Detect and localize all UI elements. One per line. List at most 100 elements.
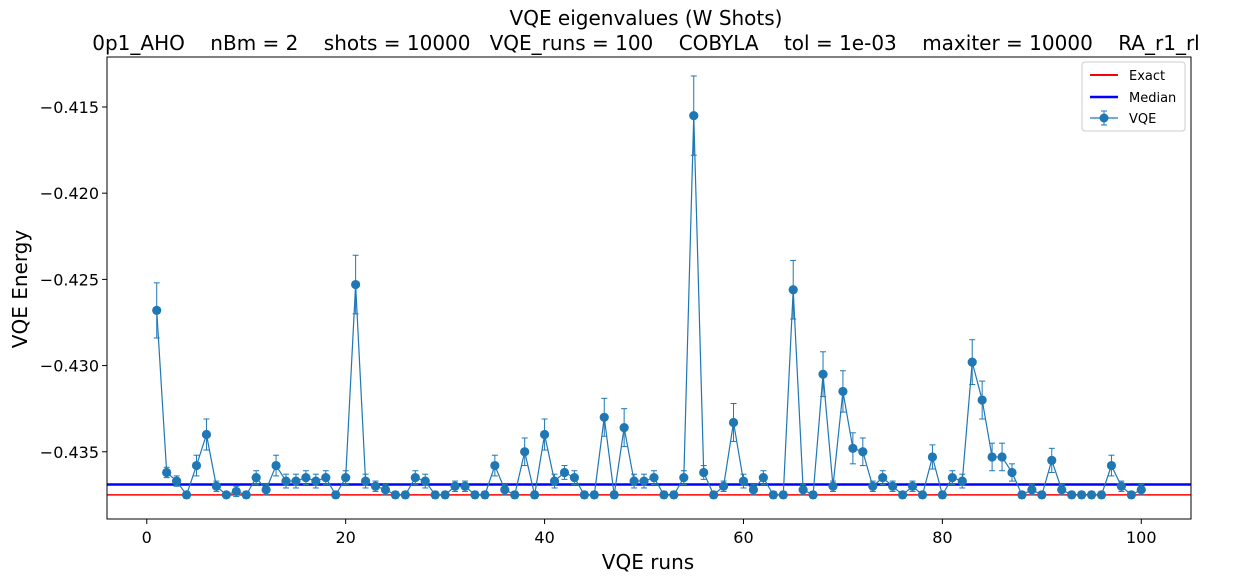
data-point	[1047, 455, 1057, 465]
data-point	[341, 473, 351, 483]
data-point	[619, 423, 629, 433]
x-tick-label: 0	[142, 528, 152, 547]
data-point	[1096, 490, 1107, 500]
data-point	[311, 476, 321, 486]
data-point	[798, 485, 808, 495]
data-point	[390, 490, 401, 500]
data-point	[858, 447, 868, 457]
data-point	[251, 473, 261, 483]
data-point	[878, 473, 888, 483]
data-point	[818, 369, 828, 379]
data-point	[987, 452, 997, 462]
data-point	[291, 476, 301, 486]
data-point	[530, 490, 540, 500]
data-point	[500, 485, 510, 495]
data-point	[351, 279, 361, 290]
y-tick-label: −0.415	[40, 98, 99, 117]
data-point	[888, 481, 898, 491]
data-point	[539, 429, 550, 440]
data-point	[937, 490, 947, 500]
data-point	[828, 481, 838, 491]
data-point	[778, 490, 788, 500]
data-point	[838, 386, 848, 397]
data-point	[450, 481, 460, 491]
data-point	[1077, 490, 1087, 500]
data-point	[380, 485, 391, 495]
data-point	[977, 395, 987, 405]
data-point	[460, 481, 470, 491]
data-point	[1057, 485, 1067, 495]
data-point	[947, 473, 957, 483]
data-point	[430, 490, 440, 500]
y-tick-label: −0.430	[40, 357, 99, 376]
data-point	[559, 467, 570, 478]
data-point	[420, 476, 430, 486]
x-tick-label: 40	[534, 528, 554, 547]
x-axis-ticks: 0 20 40 60 80 100	[142, 519, 1157, 547]
legend-exact-label: Exact	[1129, 69, 1165, 84]
chart-title: VQE eigenvalues (W Shots)	[510, 6, 783, 30]
data-point	[162, 467, 172, 478]
data-point	[331, 490, 341, 500]
data-point	[848, 443, 858, 453]
data-point	[659, 490, 669, 500]
data-point	[261, 485, 271, 495]
data-point	[609, 490, 619, 500]
data-point	[281, 476, 291, 486]
data-point	[1017, 490, 1027, 500]
data-point	[728, 417, 739, 428]
data-point	[917, 490, 928, 500]
legend-vqe-label: VQE	[1129, 112, 1156, 127]
data-point	[579, 490, 589, 500]
data-point	[360, 476, 371, 486]
data-point	[788, 285, 798, 295]
data-point	[241, 490, 251, 500]
data-point	[808, 490, 818, 500]
data-point	[569, 473, 580, 483]
y-tick-label: −0.425	[40, 270, 99, 289]
error-bars	[153, 75, 1145, 499]
data-point	[201, 429, 212, 440]
data-point	[440, 490, 450, 500]
data-point	[1067, 490, 1077, 500]
data-point	[927, 452, 938, 462]
data-point	[152, 305, 162, 316]
data-point	[997, 452, 1007, 462]
data-point	[907, 481, 918, 491]
data-point	[718, 481, 729, 491]
data-point	[748, 485, 759, 495]
x-tick-label: 80	[932, 528, 952, 547]
data-point	[768, 490, 778, 500]
data-point	[1126, 490, 1136, 500]
x-axis-label: VQE runs	[602, 550, 694, 574]
legend: Exact Median VQE	[1081, 61, 1186, 132]
data-point	[1116, 481, 1126, 491]
legend-median-label: Median	[1129, 91, 1176, 106]
data-point	[510, 490, 520, 500]
data-point	[520, 447, 530, 457]
y-axis-ticks: −0.415 −0.420 −0.425 −0.430 −0.435	[40, 98, 107, 462]
data-point	[221, 490, 231, 500]
data-point	[629, 476, 639, 486]
data-point	[321, 473, 331, 483]
data-point	[709, 490, 719, 500]
y-tick-label: −0.435	[40, 443, 99, 462]
data-point	[967, 357, 977, 367]
data-points	[152, 111, 1146, 500]
data-point	[897, 490, 908, 500]
data-point	[172, 476, 182, 486]
data-point	[191, 460, 202, 471]
legend-vqe-swatch	[1090, 110, 1118, 126]
x-tick-label: 20	[335, 528, 355, 547]
plot-area-frame	[106, 56, 1192, 520]
data-point	[231, 486, 241, 497]
y-tick-label: −0.420	[40, 184, 99, 203]
data-point	[599, 412, 609, 422]
data-point	[490, 460, 500, 471]
data-point	[1037, 490, 1047, 500]
data-point	[370, 481, 381, 491]
x-tick-label: 100	[1126, 528, 1157, 547]
data-point	[738, 476, 749, 486]
data-point	[699, 467, 709, 478]
